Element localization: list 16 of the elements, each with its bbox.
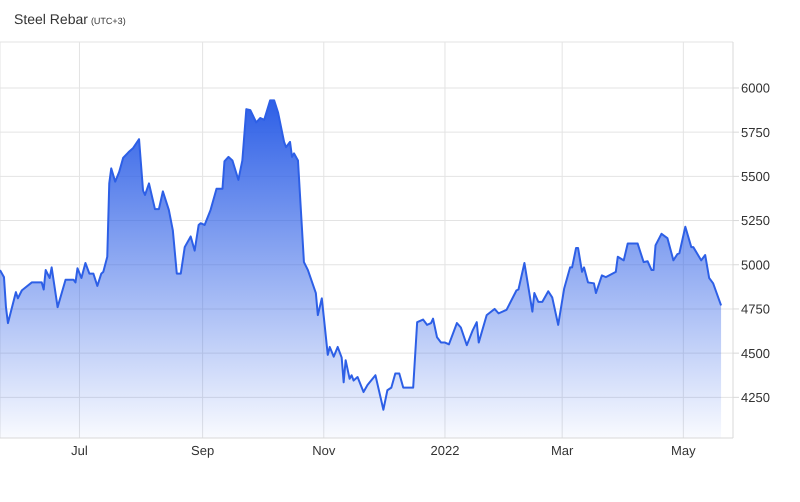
- x-tick-label: Mar: [550, 443, 574, 458]
- y-tick-label: 5750: [741, 124, 770, 140]
- chart-title: Steel Rebar: [14, 11, 88, 27]
- x-tick-label: 2022: [430, 443, 460, 458]
- y-tick-label: 6000: [741, 80, 770, 96]
- y-tick-label: 5500: [741, 168, 770, 184]
- y-tick-label: 4250: [741, 390, 770, 405]
- chart-subtitle: (UTC+3): [90, 16, 126, 26]
- y-tick-label: 4500: [741, 346, 770, 361]
- y-tick-label: 5250: [741, 213, 770, 228]
- x-tick-label: Jul: [71, 443, 88, 458]
- y-tick-label: 4750: [741, 302, 770, 317]
- x-tick-label: Sep: [191, 443, 214, 458]
- x-tick-label: May: [671, 443, 696, 458]
- x-tick-label: Nov: [312, 443, 336, 458]
- y-tick-label: 5000: [741, 257, 770, 272]
